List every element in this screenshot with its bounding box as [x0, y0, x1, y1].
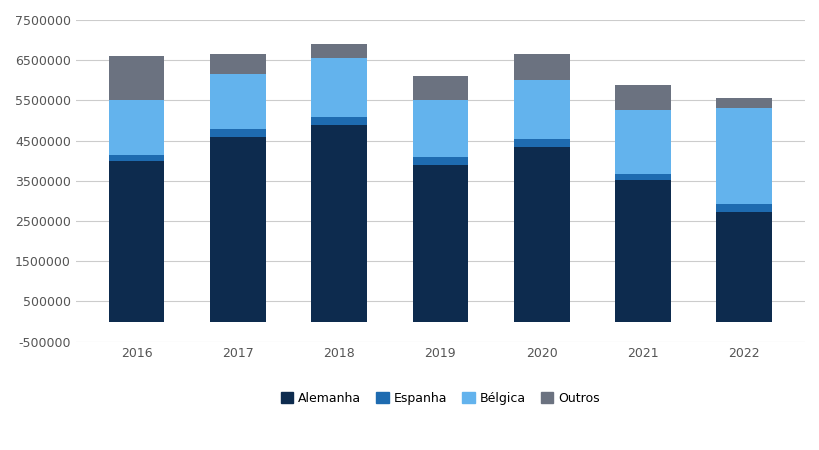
Bar — [412, 157, 468, 165]
Bar — [614, 85, 670, 110]
Bar — [109, 56, 165, 100]
Bar — [716, 204, 771, 212]
Bar — [716, 108, 771, 204]
Bar — [514, 139, 569, 147]
Bar — [514, 147, 569, 322]
Bar — [716, 98, 771, 108]
Bar — [614, 110, 670, 174]
Bar — [210, 129, 265, 137]
Bar — [514, 54, 569, 80]
Bar — [716, 212, 771, 322]
Bar — [210, 74, 265, 129]
Bar — [614, 174, 670, 180]
Bar — [210, 137, 265, 322]
Bar — [412, 100, 468, 157]
Bar — [109, 100, 165, 155]
Bar — [109, 161, 165, 322]
Bar — [311, 117, 367, 125]
Bar — [412, 165, 468, 322]
Bar — [109, 155, 165, 161]
Bar — [311, 125, 367, 322]
Bar — [514, 80, 569, 139]
Bar — [311, 58, 367, 117]
Bar — [412, 76, 468, 100]
Bar — [210, 54, 265, 74]
Legend: Alemanha, Espanha, Bélgica, Outros: Alemanha, Espanha, Bélgica, Outros — [275, 387, 604, 410]
Bar — [614, 180, 670, 322]
Bar — [311, 44, 367, 58]
